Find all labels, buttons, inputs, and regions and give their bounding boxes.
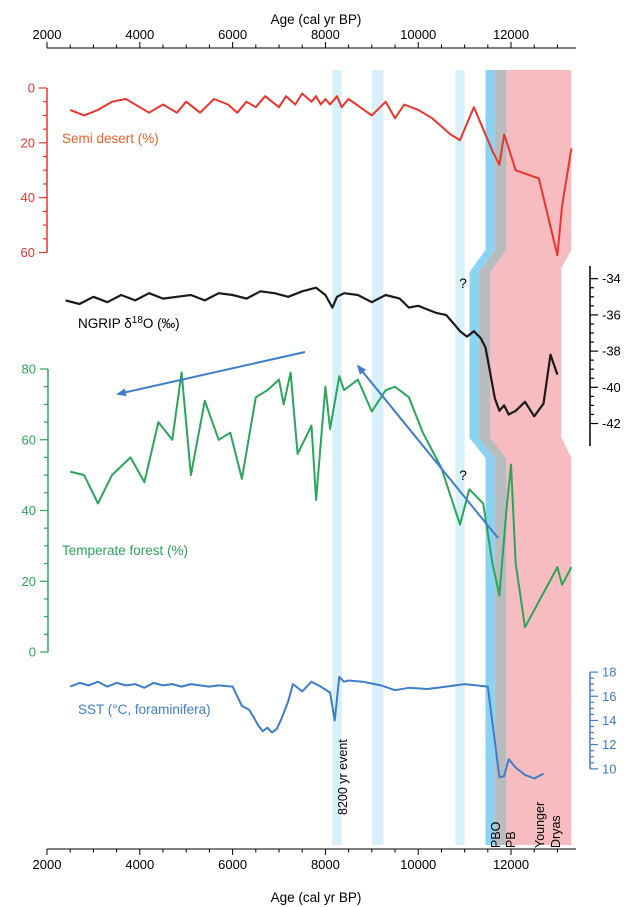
y-tick-label: 14 bbox=[602, 713, 616, 728]
x-tick-label: 10000 bbox=[400, 27, 436, 42]
event-band bbox=[490, 70, 572, 845]
y-tick-label: 12 bbox=[602, 737, 616, 752]
trend-arrow bbox=[356, 364, 499, 539]
y-tick-label: 16 bbox=[602, 689, 616, 704]
sst-label: SST (°C, foraminifera) bbox=[78, 702, 211, 717]
x-axis-title-top: Age (cal yr BP) bbox=[271, 12, 362, 27]
event-band bbox=[332, 70, 342, 845]
event-label-pb: PB bbox=[504, 831, 518, 848]
event-label-younger-dryas: Dryas bbox=[549, 815, 563, 848]
x-tick-label: 4000 bbox=[125, 27, 154, 42]
y-tick-label: 40 bbox=[22, 503, 36, 518]
x-tick-label: 2000 bbox=[33, 27, 62, 42]
x-tick-label: 6000 bbox=[218, 857, 247, 872]
y-tick-label: -40 bbox=[602, 380, 621, 395]
trend-arrow bbox=[116, 351, 306, 397]
event-band bbox=[469, 70, 495, 845]
event-bands-layer bbox=[332, 70, 572, 845]
semi-desert-label: Semi desert (%) bbox=[62, 131, 159, 146]
question-mark-annotation: ? bbox=[459, 275, 467, 291]
y-tick-label: 40 bbox=[21, 190, 35, 205]
event-band bbox=[455, 70, 465, 845]
y-tick-label: 0 bbox=[29, 645, 36, 660]
series-layer bbox=[65, 92, 573, 780]
event-band bbox=[371, 70, 384, 845]
x-tick-label: 12000 bbox=[493, 857, 529, 872]
x-tick-label: 4000 bbox=[125, 857, 154, 872]
x-axis-title-bottom: Age (cal yr BP) bbox=[271, 890, 362, 905]
y-tick-label: 0 bbox=[28, 81, 35, 96]
event-band bbox=[478, 70, 507, 845]
event-label-younger-dryas: Younger bbox=[533, 802, 547, 848]
x-tick-label: 8000 bbox=[311, 857, 340, 872]
text-layer: Age (cal yr BP) Age (cal yr BP) Semi des… bbox=[62, 12, 563, 905]
series-line-semi-desert bbox=[69, 92, 573, 257]
y-tick-label: -36 bbox=[602, 307, 621, 322]
y-tick-label: 20 bbox=[21, 135, 35, 150]
y-tick-label: 60 bbox=[21, 245, 35, 260]
y-tick-label: 60 bbox=[22, 432, 36, 447]
y-tick-label: 10 bbox=[602, 761, 616, 776]
x-tick-label: 8000 bbox=[311, 27, 340, 42]
y-tick-label: 80 bbox=[22, 362, 36, 377]
series-line-ngrip bbox=[65, 286, 559, 418]
y-tick-label: 18 bbox=[602, 665, 616, 680]
x-tick-label: 12000 bbox=[493, 27, 529, 42]
temperate-forest-label: Temperate forest (%) bbox=[62, 543, 188, 558]
y-tick-label: -42 bbox=[602, 416, 621, 431]
event-label-8200: 8200 yr event bbox=[336, 739, 350, 815]
series-line-temperate-forest bbox=[69, 371, 573, 629]
ngrip-label: NGRIP δ18O (‰) bbox=[78, 315, 180, 331]
series-line-sst bbox=[69, 675, 544, 780]
y-tick-label: -38 bbox=[602, 344, 621, 359]
y-tick-label: -34 bbox=[602, 271, 621, 286]
y-tick-label: 20 bbox=[22, 574, 36, 589]
question-mark-annotation: ? bbox=[459, 467, 467, 483]
x-tick-label: 6000 bbox=[218, 27, 247, 42]
x-tick-label: 2000 bbox=[33, 857, 62, 872]
x-tick-label: 10000 bbox=[400, 857, 436, 872]
event-label-pbo: PBO bbox=[489, 821, 503, 848]
